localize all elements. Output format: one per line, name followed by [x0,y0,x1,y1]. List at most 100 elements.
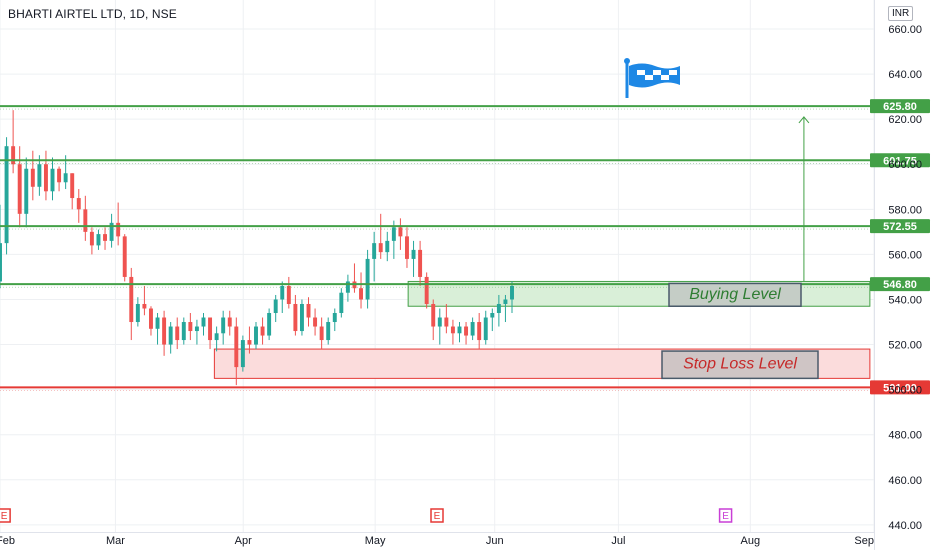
candle-body [37,164,42,187]
flag-knob [624,58,630,64]
earnings-event-label: E [434,511,441,522]
earnings-event-marker [0,508,11,523]
candle-body [43,164,48,192]
y-tick-label: 480.00 [888,430,922,442]
candle-body [359,288,363,300]
candle-body [273,299,278,314]
currency-button[interactable]: INR [888,6,914,21]
y-tick-label: 620.00 [888,114,922,126]
candle-body [405,236,409,259]
candle-body [418,249,423,277]
candle-body [227,317,232,327]
candle-body [181,322,186,341]
candle-body [155,317,160,329]
candle-body [109,222,114,241]
y-tick-label: 540.00 [888,294,922,306]
zone-label-text: Stop Loss Level [683,356,797,373]
y-tick-label: 460.00 [888,475,922,487]
y-tick-label: 560.00 [888,249,922,261]
x-tick-label: Apr [235,535,252,547]
price-label: 572.55 [883,221,917,233]
zone-label-box [661,350,819,380]
price-label: 601.75 [883,155,917,167]
price-label: 625.80 [883,101,917,113]
candle-body [313,317,318,327]
x-tick-label: Feb [0,535,15,547]
earnings-event-label: E [1,511,8,522]
earnings-event-label: E [722,511,729,522]
candle-body [444,317,449,327]
candle-body [306,303,311,318]
y-tick-label: 500.00 [888,385,922,397]
candle-body [457,326,462,334]
x-tick-label: Mar [106,535,125,547]
candle-body [11,146,16,165]
earnings-event-marker [718,508,733,523]
candle-body [431,303,436,327]
candle-body [4,146,9,244]
candle-body [214,333,219,341]
candle-body [83,209,88,232]
flag-icon [624,58,680,98]
candle-body [76,198,81,210]
candle-body [496,303,501,314]
candle-body [162,317,167,345]
candle-body [57,168,62,183]
price-label-bg [870,99,930,114]
candle-body [332,313,337,323]
flag-checks [637,70,677,80]
candle-body [201,317,206,327]
candle-body [135,303,140,323]
candle-body [168,326,173,345]
candle-body [96,234,101,246]
candle-body [365,258,370,300]
chart-title: BHARTI AIRTEL LTD, 1D, NSE [8,7,177,21]
candle-body [450,326,455,334]
price-label: 501.00 [883,382,917,394]
candle-body [103,234,107,241]
candle-body [122,236,127,277]
candle-body [234,326,239,368]
candle-body [372,243,377,259]
candle-body [490,313,495,318]
price-label-bg [870,153,930,168]
candle-body [424,276,429,304]
candle-body [63,173,68,183]
candle-body [240,340,245,368]
candle-body [175,326,180,341]
candle-body [17,164,22,214]
candle-body [50,168,55,192]
candle-body [286,285,291,304]
price-label-bg [870,380,930,395]
candle-body [247,340,252,345]
x-tick-label: Sep [854,535,874,547]
price-label-bg [870,219,930,234]
price-label-bg [870,277,930,292]
zone-label-box [668,282,802,307]
candle-body [260,326,265,336]
candle-body [319,326,324,341]
candle-body [339,292,344,314]
candle-body [89,231,94,246]
x-tick-label: May [365,535,386,547]
price-label: 546.80 [883,279,917,291]
candle-body [280,285,285,300]
zone-label-text: Buying Level [689,286,781,303]
candle-body [254,326,258,345]
candle-body [411,249,416,259]
candle-body [345,281,350,293]
candle-body [293,303,298,332]
target-arrow-head [798,116,810,124]
candle-body [477,322,482,341]
y-tick-label: 520.00 [888,340,922,352]
y-tick-label: 640.00 [888,69,922,81]
y-tick-label: 660.00 [888,24,922,36]
candle-body [0,243,2,282]
candle-body [299,303,304,332]
candle-body [194,326,199,332]
y-tick-label: 600.00 [888,159,922,171]
flag-cloth [629,63,680,88]
y-tick-label: 440.00 [888,520,922,532]
